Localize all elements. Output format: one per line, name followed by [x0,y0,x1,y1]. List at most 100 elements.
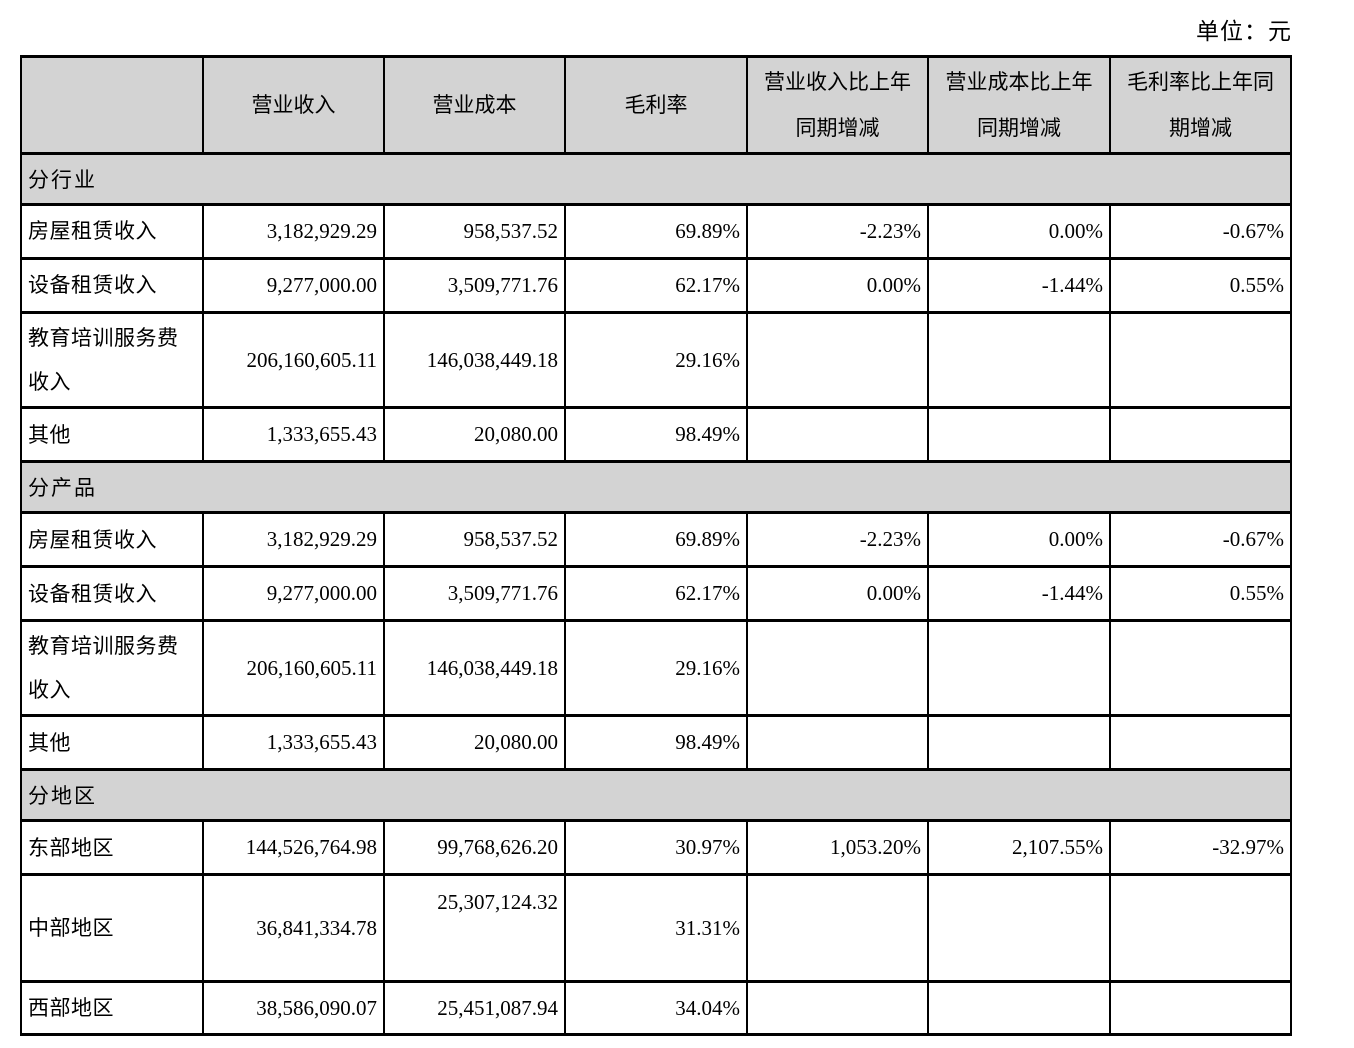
cell-cost-change: 0.00% [927,511,1111,569]
cell-margin-change: 0.55% [1109,257,1292,314]
cell-margin-change: -0.67% [1109,203,1292,260]
cell-cost: 20,080.00 [383,406,566,464]
cell-revenue-change [746,310,929,410]
row-label: 中部地区 [20,873,204,984]
cell-cost: 146,038,449.18 [383,619,566,718]
cell-revenue: 144,526,764.98 [202,819,385,877]
cell-revenue-change [746,980,929,1037]
cell-revenue: 9,277,000.00 [202,257,385,314]
cell-cost-change [927,310,1111,410]
cell-cost-change: 0.00% [927,203,1111,260]
table-header-row: 营业收入 营业成本 毛利率 营业收入比上年同期增减 营业成本比上年同期增减 毛利… [20,55,1292,155]
cell-revenue-change: 0.00% [746,565,929,623]
cell-revenue: 36,841,334.78 [202,873,385,984]
row-label: 教育培训服务费收入 [20,310,204,410]
cell-revenue-change: 0.00% [746,257,929,314]
cell-margin-change: 0.55% [1109,565,1292,623]
cell-margin-change [1109,873,1292,984]
unit-label: 单位：元 [1196,19,1292,44]
cell-margin-change [1109,619,1292,718]
header-revenue: 营业收入 [202,55,385,155]
cell-revenue-change [746,714,929,772]
cell-margin: 29.16% [564,310,748,410]
table-row: 设备租赁收入 9,277,000.00 3,509,771.76 62.17% … [20,257,1292,314]
table-row: 设备租赁收入 9,277,000.00 3,509,771.76 62.17% … [20,565,1292,623]
row-label: 其他 [20,406,204,464]
row-label: 其他 [20,714,204,772]
cell-revenue: 3,182,929.29 [202,203,385,260]
cell-revenue: 206,160,605.11 [202,310,385,410]
cell-cost: 958,537.52 [383,511,566,569]
cell-margin-change [1109,310,1292,410]
row-label: 设备租赁收入 [20,565,204,623]
table-row: 其他 1,333,655.43 20,080.00 98.49% [20,714,1292,772]
cell-cost-change [927,714,1111,772]
cell-margin-change [1109,714,1292,772]
header-empty-cell [20,55,204,155]
cell-cost: 25,307,124.32 [383,873,566,984]
cell-margin-change [1109,980,1292,1037]
row-label: 西部地区 [20,980,204,1037]
cell-margin-change [1109,406,1292,464]
header-cost-change: 营业成本比上年同期增减 [927,55,1111,155]
cell-margin: 30.97% [564,819,748,877]
cell-margin-change: -32.97% [1109,819,1292,877]
header-cost: 营业成本 [383,55,566,155]
cell-revenue-change [746,619,929,718]
cell-cost: 25,451,087.94 [383,980,566,1037]
cell-cost-change [927,980,1111,1037]
row-label: 东部地区 [20,819,204,877]
section-by-industry: 分行业 [20,152,1292,206]
cell-revenue: 9,277,000.00 [202,565,385,623]
table-row: 教育培训服务费收入 206,160,605.11 146,038,449.18 … [20,619,1292,718]
cell-revenue: 1,333,655.43 [202,406,385,464]
cell-cost: 958,537.52 [383,203,566,260]
table-row: 中部地区 36,841,334.78 25,307,124.32 31.31% [20,873,1292,984]
cell-margin: 69.89% [564,203,748,260]
cell-margin: 34.04% [564,980,748,1037]
section-by-product: 分产品 [20,460,1292,515]
cell-revenue: 38,586,090.07 [202,980,385,1037]
table-row: 西部地区 38,586,090.07 25,451,087.94 34.04% [20,980,1292,1037]
cell-revenue: 3,182,929.29 [202,511,385,569]
cell-revenue: 1,333,655.43 [202,714,385,772]
revenue-breakdown-table: 营业收入 营业成本 毛利率 营业收入比上年同期增减 营业成本比上年同期增减 毛利… [20,55,1292,1037]
cell-cost-change: -1.44% [927,257,1111,314]
cell-cost-change [927,619,1111,718]
cell-revenue-change: 1,053.20% [746,819,929,877]
cell-revenue-change [746,873,929,984]
row-label: 设备租赁收入 [20,257,204,314]
cell-cost: 99,768,626.20 [383,819,566,877]
section-title: 分产品 [20,460,1292,515]
cell-revenue: 206,160,605.11 [202,619,385,718]
table-row: 东部地区 144,526,764.98 99,768,626.20 30.97%… [20,819,1292,877]
row-label: 房屋租赁收入 [20,511,204,569]
cell-margin: 29.16% [564,619,748,718]
cell-revenue-change: -2.23% [746,203,929,260]
cell-cost-change: 2,107.55% [927,819,1111,877]
table-row: 其他 1,333,655.43 20,080.00 98.49% [20,406,1292,464]
cell-margin: 62.17% [564,565,748,623]
cell-cost-change [927,873,1111,984]
table-row: 教育培训服务费收入 206,160,605.11 146,038,449.18 … [20,310,1292,410]
header-margin: 毛利率 [564,55,748,155]
cell-cost-change: -1.44% [927,565,1111,623]
cell-margin: 69.89% [564,511,748,569]
cell-margin: 98.49% [564,406,748,464]
section-title: 分行业 [20,152,1292,206]
cell-margin: 62.17% [564,257,748,314]
cell-cost-change [927,406,1111,464]
cell-revenue-change [746,406,929,464]
cell-margin: 31.31% [564,873,748,984]
header-revenue-change: 营业收入比上年同期增减 [746,55,929,155]
row-label: 教育培训服务费收入 [20,619,204,718]
table-row: 房屋租赁收入 3,182,929.29 958,537.52 69.89% -2… [20,511,1292,569]
cell-margin: 98.49% [564,714,748,772]
cell-revenue-change: -2.23% [746,511,929,569]
cell-cost: 3,509,771.76 [383,257,566,314]
row-label: 房屋租赁收入 [20,203,204,260]
cell-margin-change: -0.67% [1109,511,1292,569]
cell-cost: 3,509,771.76 [383,565,566,623]
cell-cost: 146,038,449.18 [383,310,566,410]
